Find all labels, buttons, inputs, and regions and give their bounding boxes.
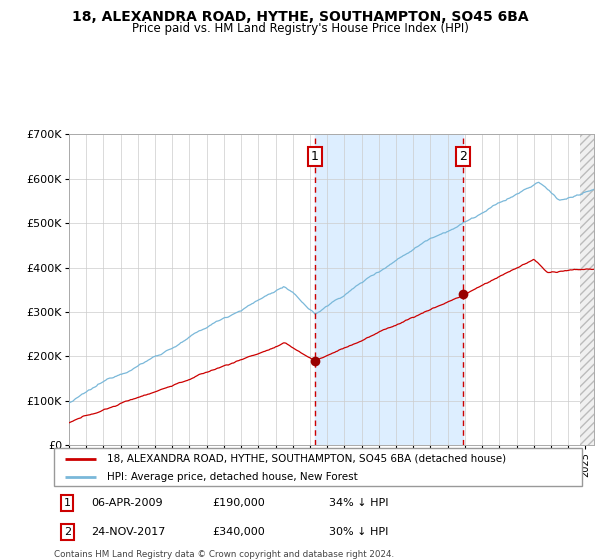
Text: 1: 1 bbox=[64, 498, 71, 508]
Text: 1: 1 bbox=[311, 150, 319, 162]
Text: 18, ALEXANDRA ROAD, HYTHE, SOUTHAMPTON, SO45 6BA (detached house): 18, ALEXANDRA ROAD, HYTHE, SOUTHAMPTON, … bbox=[107, 454, 506, 464]
Text: 2: 2 bbox=[459, 150, 467, 162]
Text: 18, ALEXANDRA ROAD, HYTHE, SOUTHAMPTON, SO45 6BA: 18, ALEXANDRA ROAD, HYTHE, SOUTHAMPTON, … bbox=[71, 10, 529, 24]
Bar bbox=[580, 134, 600, 445]
Text: 24-NOV-2017: 24-NOV-2017 bbox=[91, 527, 166, 537]
Text: 2: 2 bbox=[64, 527, 71, 537]
Text: 06-APR-2009: 06-APR-2009 bbox=[91, 498, 163, 508]
Text: Price paid vs. HM Land Registry's House Price Index (HPI): Price paid vs. HM Land Registry's House … bbox=[131, 22, 469, 35]
Text: HPI: Average price, detached house, New Forest: HPI: Average price, detached house, New … bbox=[107, 472, 358, 482]
Text: £340,000: £340,000 bbox=[212, 527, 265, 537]
Text: Contains HM Land Registry data © Crown copyright and database right 2024.
This d: Contains HM Land Registry data © Crown c… bbox=[54, 550, 394, 560]
Bar bbox=[314, 134, 463, 445]
Text: £190,000: £190,000 bbox=[212, 498, 265, 508]
FancyBboxPatch shape bbox=[54, 448, 582, 486]
Text: 34% ↓ HPI: 34% ↓ HPI bbox=[329, 498, 388, 508]
Text: 30% ↓ HPI: 30% ↓ HPI bbox=[329, 527, 388, 537]
